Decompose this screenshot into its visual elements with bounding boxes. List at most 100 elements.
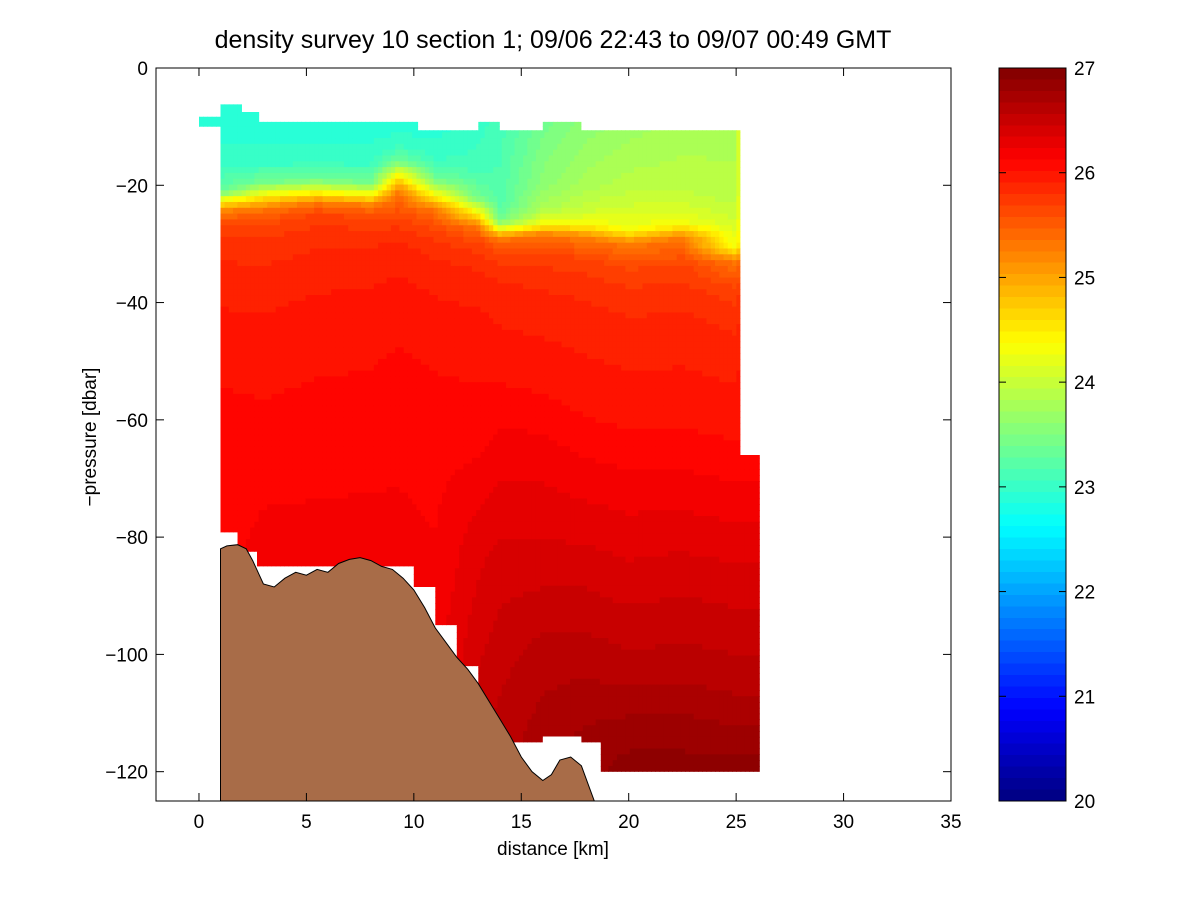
density-cell [322, 231, 328, 238]
density-cell [228, 463, 234, 471]
density-cell [228, 312, 234, 319]
density-cell [365, 143, 371, 151]
density-cell [373, 190, 379, 197]
density-cell [258, 451, 264, 459]
density-cell [275, 382, 281, 389]
density-cell [305, 382, 311, 389]
density-cell [271, 225, 277, 232]
density-cell [318, 143, 324, 151]
density-cell [356, 364, 362, 372]
density-cell [369, 126, 375, 133]
density-cell [250, 504, 255, 511]
density-cell [365, 341, 371, 348]
density-cell [233, 428, 238, 436]
density-cell [233, 178, 238, 186]
density-cell [305, 329, 311, 337]
density-cell [335, 260, 341, 267]
density-cell [245, 114, 251, 122]
density-cell [331, 405, 337, 412]
density-cell [339, 120, 345, 127]
density-cell [343, 469, 349, 476]
density-cell [228, 190, 234, 197]
density-cell [250, 521, 255, 529]
density-cell [305, 486, 311, 494]
density-cell [301, 196, 307, 203]
density-cell [309, 120, 315, 127]
density-cell [275, 143, 281, 151]
density-cell [228, 347, 234, 354]
density-cell [279, 457, 285, 465]
density-cell [233, 486, 238, 494]
density-cell [331, 446, 337, 453]
density-cell [301, 201, 307, 209]
density-cell [365, 260, 371, 267]
density-cell [262, 446, 268, 453]
density-cell [254, 446, 260, 453]
density-cell [279, 550, 285, 558]
density-cell [314, 120, 319, 127]
density-cell [309, 126, 315, 133]
density-cell [284, 411, 290, 418]
density-cell [254, 411, 260, 418]
density-cell [220, 120, 226, 127]
density-cell [318, 504, 324, 511]
density-cell [258, 295, 264, 302]
density-cell [271, 120, 277, 127]
density-cell [279, 236, 285, 244]
density-cell [309, 190, 315, 197]
density-cell [373, 231, 379, 238]
density-cell [258, 533, 264, 540]
density-cell [339, 196, 345, 203]
density-cell [237, 283, 243, 290]
density-cell [271, 510, 277, 517]
density-cell [326, 388, 332, 395]
density-cell [352, 422, 358, 430]
density-cell [275, 260, 281, 267]
density-cell [297, 289, 302, 296]
density-cell [301, 306, 307, 314]
density-cell [314, 498, 319, 505]
density-cell [331, 201, 337, 209]
density-cell [348, 370, 354, 377]
density-cell [228, 451, 234, 459]
density-cell [292, 550, 298, 558]
density-cell [297, 236, 302, 244]
density-cell [352, 161, 358, 168]
density-cell [318, 481, 324, 488]
density-cell [335, 132, 341, 139]
density-cell [314, 213, 319, 221]
density-cell [348, 318, 354, 325]
density-cell [331, 219, 337, 226]
density-cell [326, 283, 332, 290]
density-cell [250, 219, 255, 226]
density-cell [348, 207, 354, 215]
density-cell [267, 295, 273, 302]
density-cell [309, 231, 315, 238]
density-cell [343, 120, 349, 127]
density-cell [271, 545, 277, 552]
density-cell [199, 120, 204, 127]
density-cell [237, 132, 243, 139]
density-cell [339, 422, 345, 430]
density-cell [262, 190, 268, 197]
density-cell [245, 242, 251, 250]
density-cell [262, 277, 268, 284]
density-cell [271, 504, 277, 511]
density-cell [284, 306, 290, 314]
density-cell [322, 213, 328, 221]
density-cell [318, 201, 324, 209]
density-cell [301, 469, 307, 476]
density-cell [279, 231, 285, 238]
density-cell [233, 370, 238, 377]
density-cell [339, 539, 345, 546]
density-cell [335, 428, 341, 436]
density-cell [258, 248, 264, 255]
density-cell [348, 155, 354, 162]
density-cell [369, 300, 375, 308]
density-cell [233, 510, 238, 517]
density-cell [343, 463, 349, 471]
density-cell [318, 469, 324, 476]
density-cell [228, 318, 234, 325]
density-cell [245, 446, 251, 453]
density-cell [369, 457, 375, 465]
